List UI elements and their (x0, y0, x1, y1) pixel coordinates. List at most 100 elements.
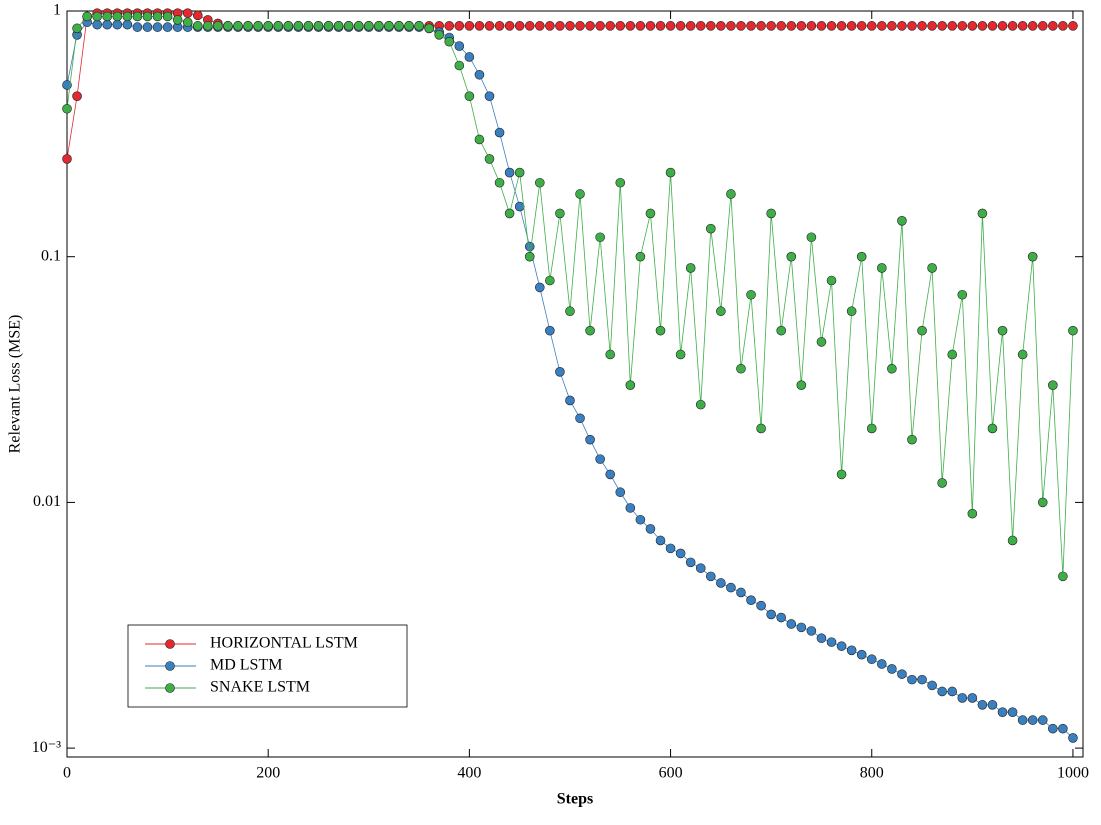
point (967, 693, 978, 703)
point (474, 21, 485, 31)
point (353, 21, 364, 31)
x-tick-label: 600 (659, 765, 683, 782)
point (585, 325, 595, 336)
point (655, 325, 666, 336)
point (836, 641, 847, 651)
legend-label: MD LSTM (210, 657, 282, 674)
point (706, 571, 716, 582)
point (615, 177, 626, 188)
x-tick-label: 1000 (1057, 765, 1089, 782)
point (957, 693, 968, 703)
point (695, 399, 706, 410)
y-tick-label: 10⁻³ (32, 739, 61, 756)
x-tick-label: 0 (63, 765, 71, 782)
point (1037, 715, 1048, 725)
point (424, 23, 434, 34)
point (192, 10, 203, 21)
point (675, 548, 686, 559)
point (786, 619, 797, 629)
point (545, 325, 555, 336)
point (856, 251, 867, 262)
point (182, 8, 193, 18)
point (887, 21, 897, 31)
series-line (66, 12, 1073, 159)
point (897, 215, 907, 226)
point (947, 686, 958, 697)
point (575, 21, 585, 31)
point (706, 21, 716, 31)
point (977, 21, 988, 31)
point (1068, 21, 1078, 31)
point (1027, 251, 1038, 262)
point (957, 21, 968, 31)
point (665, 543, 676, 554)
point (534, 282, 545, 293)
point (997, 707, 1008, 717)
point (464, 91, 475, 102)
point (927, 263, 937, 273)
point (404, 21, 414, 31)
point (263, 21, 273, 31)
point (856, 649, 867, 660)
point (494, 127, 505, 138)
point (756, 21, 766, 31)
point (977, 700, 988, 710)
point (635, 251, 646, 262)
point (182, 17, 193, 28)
point (645, 21, 656, 31)
point (1007, 535, 1018, 546)
x-tick-label: 400 (457, 765, 481, 782)
point (615, 21, 626, 31)
point (484, 154, 495, 164)
point (444, 21, 455, 31)
point (102, 19, 113, 30)
point (243, 21, 253, 31)
point (907, 674, 917, 685)
point (293, 21, 304, 31)
point (384, 21, 394, 31)
point (706, 223, 716, 234)
point (1058, 723, 1068, 734)
point (615, 487, 626, 498)
point (997, 21, 1008, 31)
point (635, 514, 646, 525)
point (746, 21, 756, 31)
point (887, 664, 897, 674)
point (987, 700, 998, 710)
legend-marker (165, 683, 175, 693)
point (766, 609, 776, 620)
legend-label: HORIZONTAL LSTM (210, 635, 358, 652)
point (866, 654, 877, 665)
point (746, 289, 756, 300)
point (273, 21, 284, 31)
point (203, 21, 213, 31)
point (766, 21, 776, 31)
point (887, 363, 897, 374)
x-tick-label: 800 (860, 765, 884, 782)
point (846, 645, 857, 656)
point (414, 21, 424, 31)
point (927, 21, 937, 31)
point (555, 367, 565, 377)
point (605, 21, 616, 31)
point (474, 134, 485, 145)
point (555, 21, 565, 31)
point (233, 21, 243, 31)
point (776, 21, 787, 31)
point (937, 478, 947, 488)
point (736, 587, 746, 598)
point (223, 21, 233, 31)
point (816, 21, 827, 31)
point (595, 454, 605, 464)
point (545, 21, 555, 31)
point (907, 434, 917, 445)
point (122, 11, 133, 22)
point (575, 413, 585, 424)
point (937, 21, 947, 31)
point (534, 21, 545, 31)
point (1027, 715, 1038, 725)
point (454, 21, 465, 31)
point (595, 232, 605, 243)
point (152, 22, 163, 32)
